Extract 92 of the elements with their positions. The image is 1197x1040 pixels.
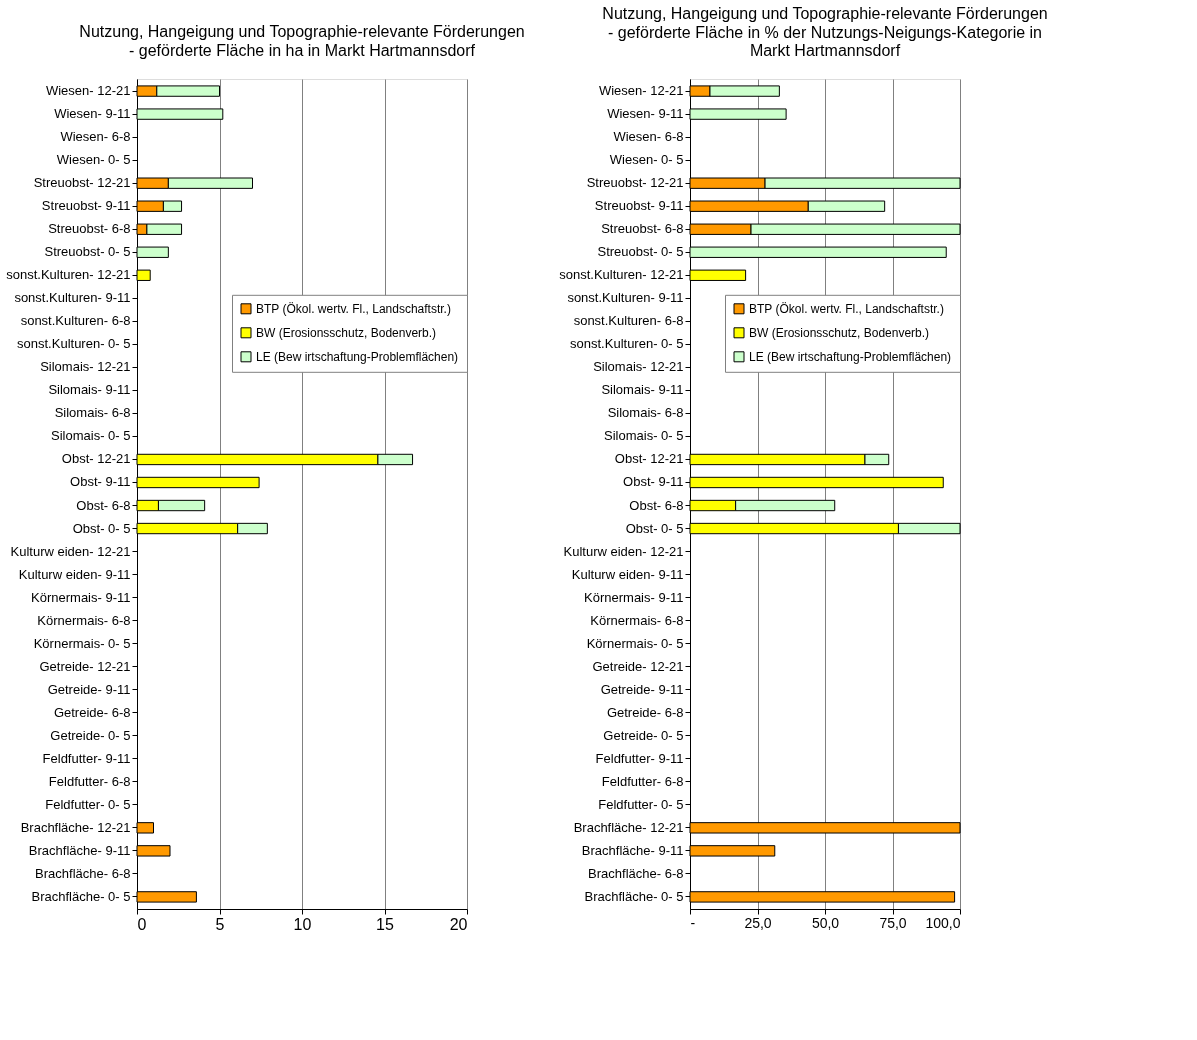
y-tick-label: Getreide- 12-21 — [592, 658, 684, 674]
y-tick-label: Kulturw eiden- 12-21 — [563, 543, 684, 559]
y-tick-label: sonst.Kulturen- 9-11 — [567, 290, 684, 306]
y-tick-label: Obst- 6-8 — [629, 497, 684, 513]
y-tick-label: Silomais- 0- 5 — [604, 428, 684, 444]
y-tick-label: Silomais- 9-11 — [48, 382, 131, 398]
y-tick-label: Streuobst- 9-11 — [594, 198, 684, 214]
y-tick-label: sonst.Kulturen- 12-21 — [559, 267, 684, 283]
y-tick-label: Wiesen- 9-11 — [607, 106, 684, 122]
y-tick-label: Getreide- 12-21 — [39, 658, 131, 674]
legend-label: LE (Bew irtschaftung-Problemflächen) — [749, 349, 952, 364]
y-tick-label: Brachfläche- 12-21 — [573, 819, 684, 835]
y-tick-label: Silomais- 6-8 — [54, 405, 131, 421]
y-tick-label: Brachfläche- 9-11 — [28, 842, 131, 858]
y-tick-label: sonst.Kulturen- 0- 5 — [17, 336, 131, 352]
y-tick-label: Obst- 9-11 — [623, 474, 684, 490]
y-tick-label: Silomais- 6-8 — [607, 405, 684, 421]
y-tick-label: Feldfutter- 0- 5 — [45, 796, 131, 812]
y-tick-label: Getreide- 0- 5 — [50, 727, 131, 743]
y-tick-label: Kulturw eiden- 12-21 — [10, 543, 131, 559]
y-tick-label: Kulturw eiden- 9-11 — [571, 566, 684, 582]
y-tick-label: Brachfläche- 9-11 — [581, 842, 684, 858]
x-tick-label: 75,0 — [879, 914, 907, 931]
y-tick-label: Wiesen- 9-11 — [54, 106, 131, 122]
y-tick-label: Körnermais- 6-8 — [37, 612, 131, 628]
y-tick-label: Feldfutter- 0- 5 — [598, 796, 684, 812]
y-tick-label: Wiesen- 6-8 — [60, 129, 131, 145]
y-tick-label: Körnermais- 9-11 — [584, 589, 684, 605]
y-tick-label: Wiesen- 12-21 — [45, 83, 131, 99]
x-tick-label: 15 — [376, 915, 394, 933]
y-tick-label: Obst- 12-21 — [614, 451, 684, 467]
y-tick-label: Silomais- 0- 5 — [51, 428, 131, 444]
y-tick-label: Feldfutter- 6-8 — [48, 773, 131, 789]
x-tick-label: 100,0 — [925, 914, 961, 931]
legend-label: BTP (Ökol. wertv. Fl., Landschaftstr.) — [256, 301, 451, 316]
y-tick-label: Körnermais- 0- 5 — [586, 635, 684, 651]
chart-title: Nutzung, Hangeigung und Topographie-relevante Förderungen — [602, 5, 1048, 22]
y-tick-label: sonst.Kulturen- 6-8 — [573, 313, 684, 329]
y-tick-label: Kulturw eiden- 9-11 — [18, 566, 131, 582]
y-tick-label: Getreide- 6-8 — [606, 704, 684, 720]
x-tick-label: 50,0 — [811, 914, 840, 931]
chart-subtitle: - geförderte Fläche in ha in Markt Hartmannsdorf — [129, 42, 476, 59]
y-tick-label: Silomais- 12-21 — [593, 359, 684, 375]
chart-subtitle: - geförderte Fläche in % der Nutzungs-Neigungs-Kategorie in Markt Hartmannsdorf — [607, 24, 1043, 59]
y-tick-label: Brachfläche- 0- 5 — [31, 888, 131, 904]
y-tick-label: Feldfutter- 9-11 — [42, 750, 131, 766]
legend-label: BW (Erosionsschutz, Bodenverb.) — [749, 325, 930, 340]
y-tick-label: Streuobst- 9-11 — [41, 198, 131, 214]
x-tick-label: 20 — [449, 915, 468, 933]
y-tick-label: Streuobst- 0- 5 — [44, 244, 131, 260]
y-tick-label: Getreide- 9-11 — [47, 681, 131, 697]
y-tick-label: Körnermais- 6-8 — [590, 612, 684, 628]
x-tick-label: 0 — [137, 915, 147, 933]
y-tick-label: Obst- 0- 5 — [625, 520, 684, 536]
x-tick-label: 10 — [293, 915, 312, 933]
y-tick-label: Streuobst- 0- 5 — [597, 244, 684, 260]
legend-label: LE (Bew irtschaftung-Problemflächen) — [256, 349, 459, 364]
y-tick-label: Getreide- 0- 5 — [603, 727, 684, 743]
legend-label: BTP (Ökol. wertv. Fl., Landschaftstr.) — [749, 301, 944, 316]
y-tick-label: Streuobst- 6-8 — [48, 221, 131, 237]
y-tick-label: sonst.Kulturen- 12-21 — [6, 267, 131, 283]
y-tick-label: Wiesen- 12-21 — [598, 83, 684, 99]
y-tick-label: Getreide- 6-8 — [53, 704, 131, 720]
y-tick-label: Streuobst- 12-21 — [33, 175, 131, 191]
y-tick-label: sonst.Kulturen- 9-11 — [14, 290, 131, 306]
y-tick-label: Wiesen- 0- 5 — [56, 152, 131, 168]
y-tick-label: Brachfläche- 6-8 — [35, 865, 131, 881]
y-tick-label: Brachfläche- 0- 5 — [584, 888, 684, 904]
y-tick-label: Silomais- 9-11 — [601, 382, 684, 398]
y-tick-label: Feldfutter- 9-11 — [595, 750, 684, 766]
y-tick-label: Körnermais- 9-11 — [31, 589, 131, 605]
y-tick-label: Streuobst- 6-8 — [601, 221, 684, 237]
y-tick-label: Wiesen- 6-8 — [613, 129, 684, 145]
y-tick-label: Brachfläche- 12-21 — [20, 819, 131, 835]
y-tick-label: Obst- 12-21 — [61, 451, 131, 467]
y-tick-label: Obst- 6-8 — [76, 497, 131, 513]
x-tick-label: 5 — [215, 915, 225, 933]
y-tick-label: Obst- 0- 5 — [72, 520, 131, 536]
x-tick-label: 25,0 — [744, 914, 772, 931]
legend-label: BW (Erosionsschutz, Bodenverb.) — [256, 325, 437, 340]
y-tick-label: Streuobst- 12-21 — [586, 175, 684, 191]
y-tick-label: sonst.Kulturen- 0- 5 — [570, 336, 684, 352]
y-tick-label: sonst.Kulturen- 6-8 — [20, 313, 131, 329]
y-tick-label: Körnermais- 0- 5 — [33, 635, 131, 651]
y-tick-label: Obst- 9-11 — [70, 474, 131, 490]
chart-title: Nutzung, Hangeigung und Topographie-relevante Förderungen — [79, 23, 525, 40]
y-tick-label: Silomais- 12-21 — [40, 359, 131, 375]
y-tick-label: Brachfläche- 6-8 — [588, 865, 684, 881]
y-tick-label: Wiesen- 0- 5 — [609, 152, 684, 168]
x-tick-label: - — [690, 914, 696, 931]
y-tick-label: Feldfutter- 6-8 — [601, 773, 684, 789]
y-tick-label: Getreide- 9-11 — [600, 681, 684, 697]
